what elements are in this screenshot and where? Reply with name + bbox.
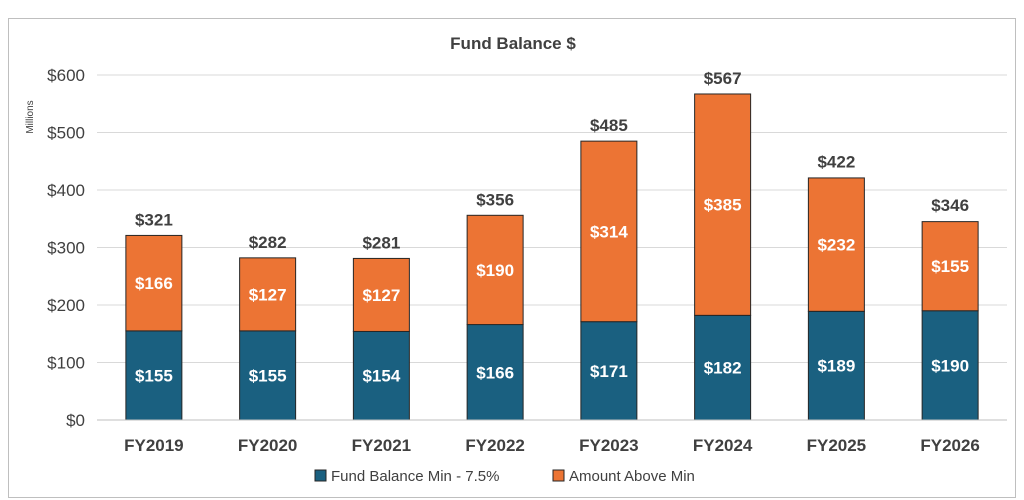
stacked-bar-chart: Fund Balance $ Millions $0 $100 $200 $300 $4… xyxy=(25,34,1007,485)
segment-value-label: $166 xyxy=(476,363,514,382)
segment-value-label: $166 xyxy=(135,274,173,293)
y-tick-label: $500 xyxy=(47,124,85,143)
data-labels: $155 $166 $321 $155 $127 $282 $154 $127 $281 $166… xyxy=(135,69,969,386)
bar-segment-amount-above-min xyxy=(239,257,297,332)
segment-value-label: $385 xyxy=(704,196,742,215)
segment-value-label: $190 xyxy=(476,261,514,280)
total-value-label: $282 xyxy=(249,233,287,252)
segment-value-label: $154 xyxy=(362,367,400,386)
y-tick-label: $400 xyxy=(47,181,85,200)
y-tick-label: $100 xyxy=(47,354,85,373)
total-value-label: $567 xyxy=(704,69,742,88)
y-tick-label: $200 xyxy=(47,296,85,315)
legend-label: Amount Above Min xyxy=(569,468,695,485)
x-tick-label: FY2020 xyxy=(238,436,298,455)
bar-segment-fund-balance-min xyxy=(807,310,865,421)
total-value-label: $321 xyxy=(135,210,173,229)
x-tick-label: FY2019 xyxy=(124,436,184,455)
segment-value-label: $155 xyxy=(249,366,287,385)
segment-value-label: $127 xyxy=(362,286,400,305)
bar-segment-fund-balance-min xyxy=(466,324,524,421)
bar-segment-fund-balance-min xyxy=(694,314,752,421)
y-tick-label: $600 xyxy=(47,66,85,85)
x-tick-label: FY2026 xyxy=(920,436,980,455)
bar-segment-fund-balance-min xyxy=(239,330,297,421)
legend: Fund Balance Min - 7.5% Amount Above Min xyxy=(314,468,695,485)
gridlines xyxy=(97,74,1007,363)
x-tick-label: FY2025 xyxy=(807,436,867,455)
y-axis-ticks: $0 $100 $200 $300 $400 $500 $600 xyxy=(47,66,85,430)
segment-value-label: $182 xyxy=(704,359,742,378)
bar-segment-amount-above-min xyxy=(352,257,410,332)
x-tick-label: FY2022 xyxy=(465,436,525,455)
total-value-label: $281 xyxy=(362,233,400,252)
legend-label: Fund Balance Min - 7.5% xyxy=(331,468,499,485)
bar-segment-amount-above-min xyxy=(921,221,979,312)
chart-frame: Fund Balance $ Millions $0 $100 $200 $300 $4… xyxy=(8,18,1016,498)
bar-segment-amount-above-min xyxy=(694,93,752,316)
chart-title: Fund Balance $ xyxy=(450,34,576,53)
x-tick-label: FY2023 xyxy=(579,436,639,455)
bar-segment-amount-above-min xyxy=(125,234,183,332)
bars xyxy=(125,93,979,421)
y-axis-unit-label: Millions xyxy=(25,100,36,133)
segment-value-label: $189 xyxy=(817,357,855,376)
y-tick-label: $0 xyxy=(66,411,85,430)
segment-value-label: $171 xyxy=(590,362,628,381)
x-tick-label: FY2024 xyxy=(693,436,753,455)
bar-segment-amount-above-min xyxy=(580,140,638,323)
segment-value-label: $232 xyxy=(817,236,855,255)
total-value-label: $346 xyxy=(931,196,969,215)
segment-value-label: $190 xyxy=(931,356,969,375)
total-value-label: $356 xyxy=(476,190,514,209)
x-tick-label: FY2021 xyxy=(352,436,412,455)
total-value-label: $485 xyxy=(590,116,628,135)
segment-value-label: $155 xyxy=(135,366,173,385)
legend-swatch xyxy=(314,469,327,482)
bar-segment-fund-balance-min xyxy=(352,330,410,421)
segment-value-label: $127 xyxy=(249,285,287,304)
y-tick-label: $300 xyxy=(47,239,85,258)
bar-segment-fund-balance-min xyxy=(921,310,979,421)
x-axis-ticks: FY2019 FY2020 FY2021 FY2022 FY2023 FY2024 FY20… xyxy=(124,436,980,455)
bar-segment-amount-above-min xyxy=(466,214,524,326)
segment-value-label: $314 xyxy=(590,222,628,241)
total-value-label: $422 xyxy=(817,152,855,171)
segment-value-label: $155 xyxy=(931,257,969,276)
bar-segment-amount-above-min xyxy=(807,177,865,312)
legend-swatch xyxy=(552,469,565,482)
